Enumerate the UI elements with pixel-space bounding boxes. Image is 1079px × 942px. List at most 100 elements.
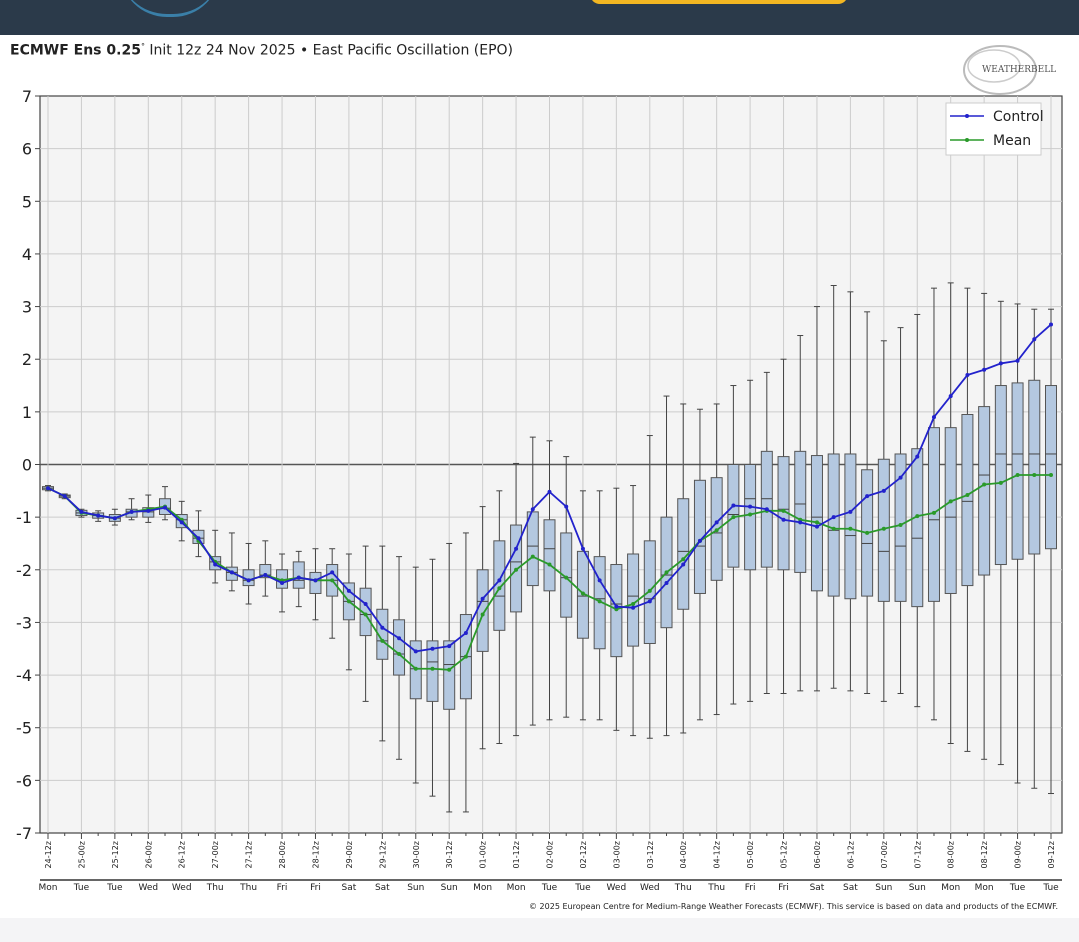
- box-plot: [944, 282, 957, 745]
- point-mean: [965, 493, 970, 498]
- box-plot: [677, 403, 690, 734]
- point-mean: [430, 666, 435, 671]
- y-tick-label: -1: [16, 508, 32, 527]
- point-control: [998, 361, 1003, 366]
- footer-strip: [0, 918, 1079, 942]
- x-day-label: Wed: [607, 883, 627, 893]
- point-mean: [848, 526, 853, 531]
- box-plot: [259, 540, 272, 597]
- point-control: [681, 562, 686, 567]
- x-tick-label: 07-00z: [880, 841, 889, 868]
- point-control: [781, 517, 786, 522]
- x-tick-label: 09-00z: [1014, 841, 1023, 868]
- y-tick-label: -7: [16, 824, 32, 843]
- point-control: [848, 509, 853, 514]
- point-control: [798, 520, 803, 525]
- point-mean: [898, 523, 903, 528]
- point-mean: [380, 638, 385, 643]
- x-day-label: Sat: [342, 883, 357, 893]
- point-control: [614, 604, 619, 609]
- point-mean: [1032, 473, 1037, 478]
- box-iqr: [744, 464, 757, 571]
- x-day-label: Thu: [206, 883, 224, 893]
- point-control: [413, 649, 418, 654]
- point-mean: [547, 562, 552, 567]
- x-day-label: Tue: [1009, 883, 1026, 893]
- point-mean: [330, 578, 335, 583]
- point-mean: [1015, 473, 1020, 478]
- point-control: [296, 575, 301, 580]
- y-tick-label: 0: [22, 456, 32, 475]
- point-mean: [647, 588, 652, 593]
- point-mean: [463, 654, 468, 659]
- point-control: [213, 562, 218, 567]
- x-tick-label: 01-12z: [512, 841, 521, 868]
- point-control: [547, 489, 552, 494]
- point-control: [280, 580, 285, 585]
- header-logo-arc: [120, 0, 220, 17]
- point-mean: [413, 666, 418, 671]
- y-tick-label: -4: [16, 666, 32, 685]
- box-iqr: [393, 619, 406, 676]
- point-mean: [931, 510, 936, 515]
- point-control: [814, 524, 819, 529]
- point-mean: [664, 570, 669, 575]
- point-control: [463, 630, 468, 635]
- y-tick-label: 4: [22, 245, 32, 264]
- title-degree: °: [140, 42, 145, 51]
- point-control: [748, 504, 753, 509]
- point-control: [62, 494, 67, 499]
- point-control: [112, 516, 117, 521]
- point-mean: [397, 652, 402, 657]
- point-control: [898, 475, 903, 480]
- x-day-label: Sat: [375, 883, 390, 893]
- point-control: [313, 578, 318, 583]
- y-tick-label: 2: [22, 350, 32, 369]
- x-day-label: Mon: [39, 883, 58, 893]
- y-tick-label: 5: [22, 192, 32, 211]
- header-yellow-button[interactable]: [590, 0, 848, 4]
- legend-mean-label: Mean: [993, 133, 1031, 149]
- x-tick-label: 02-12z: [579, 841, 588, 868]
- point-mean: [497, 586, 502, 591]
- x-day-label: Sun: [441, 883, 458, 893]
- x-day-label: Wed: [172, 883, 192, 893]
- point-mean: [998, 480, 1003, 485]
- svg-text:WEATHERBELL: WEATHERBELL: [982, 65, 1056, 75]
- point-control: [330, 570, 335, 575]
- x-day-label: Tue: [106, 883, 123, 893]
- point-control: [146, 508, 151, 513]
- point-mean: [580, 591, 585, 596]
- x-tick-label: 01-00z: [479, 841, 488, 868]
- x-tick-label: 05-12z: [780, 841, 789, 868]
- box-plot: [961, 287, 974, 752]
- point-control: [831, 515, 836, 520]
- box-plot: [827, 285, 840, 689]
- x-tick-label: 03-12z: [646, 841, 655, 868]
- box-plot: [844, 291, 857, 692]
- box-iqr: [827, 453, 840, 597]
- point-mean: [597, 599, 602, 604]
- box-iqr: [526, 511, 539, 587]
- box-iqr: [543, 519, 556, 592]
- x-tick-label: 28-12z: [311, 841, 320, 868]
- x-day-label: Fri: [745, 883, 756, 893]
- box-plot: [894, 327, 907, 694]
- y-tick-label: 6: [22, 140, 32, 159]
- point-mean: [564, 575, 569, 580]
- point-control: [229, 570, 234, 575]
- point-control: [46, 486, 50, 491]
- box-plot: [794, 335, 807, 692]
- point-mean: [363, 612, 368, 617]
- point-mean: [530, 554, 535, 559]
- box-iqr: [978, 406, 991, 576]
- title-model: ECMWF Ens 0.25: [10, 42, 141, 59]
- copyright: © 2025 European Centre for Medium-Range …: [529, 902, 1058, 911]
- point-control: [530, 507, 535, 512]
- title-rest: Init 12z 24 Nov 2025 • East Pacific Osci…: [144, 42, 514, 59]
- x-tick-label: 28-00z: [278, 841, 287, 868]
- x-day-label: Wed: [138, 883, 158, 893]
- box-plot: [911, 313, 924, 708]
- point-mean: [948, 499, 953, 504]
